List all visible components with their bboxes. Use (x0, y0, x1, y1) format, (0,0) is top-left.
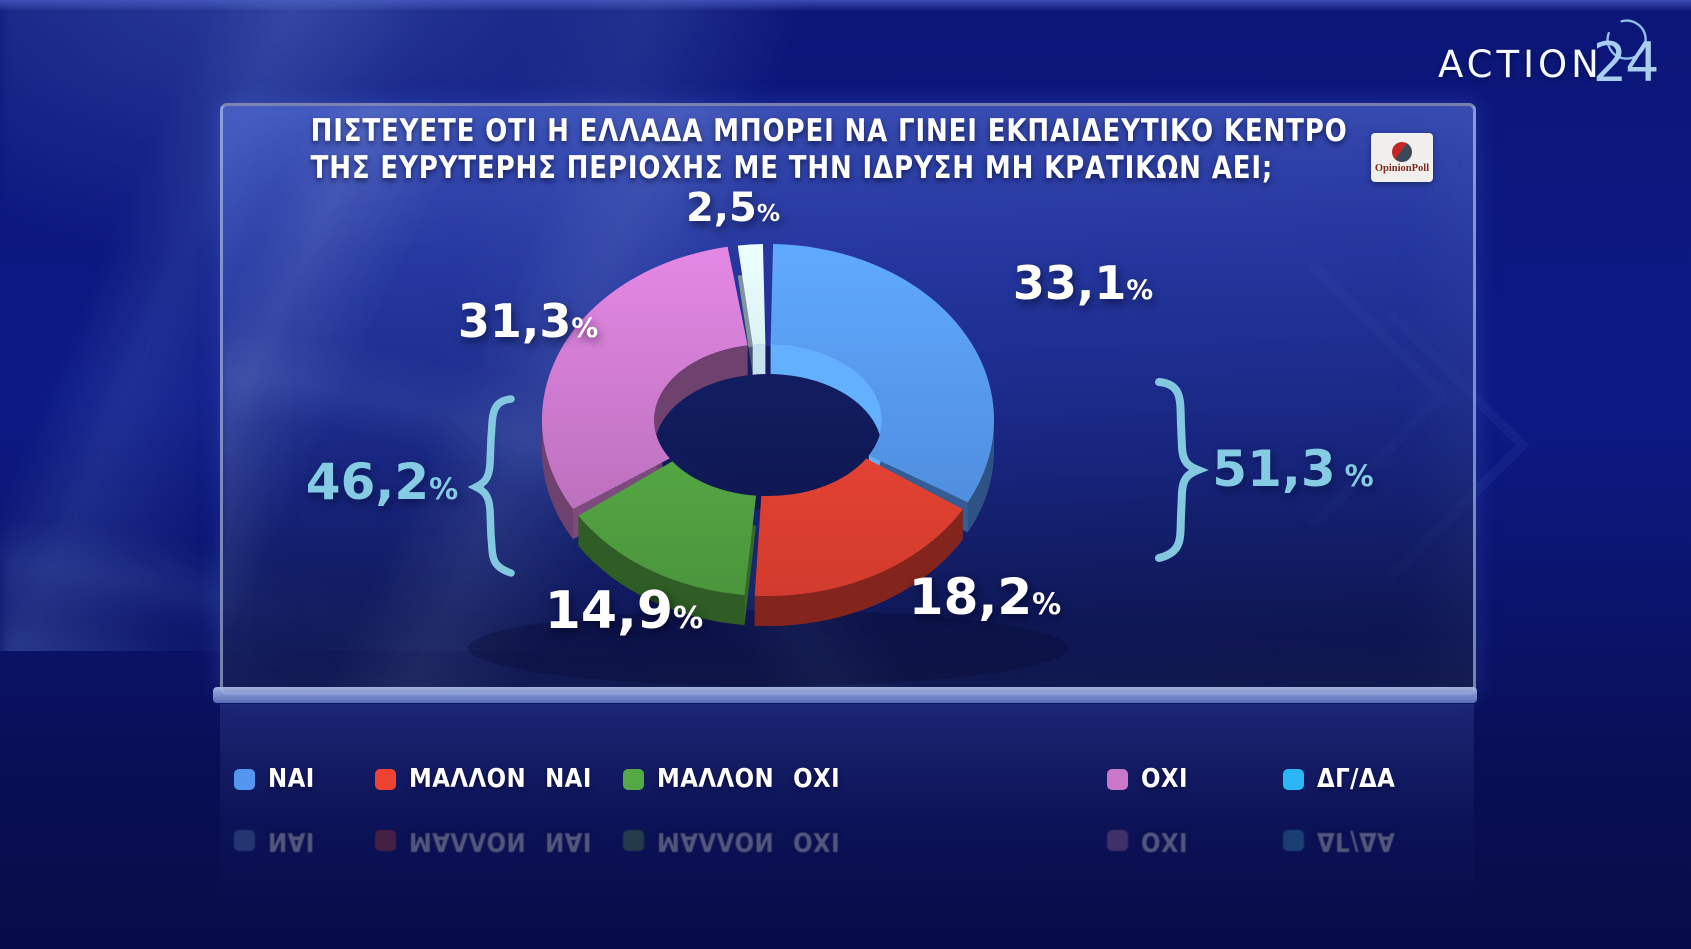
legend-reflection: ΝΑΙ ΜΑΛΛΟΝ ΝΑΙ ΜΑΛΛΟΝ ΟΧΙ ΟΧΙ ΔΓ/ΔΑ (0, 824, 1691, 856)
top-strip-decor (0, 0, 1691, 10)
logo-circle-icon (1606, 19, 1647, 60)
legend-item-dgda: ΔΓ/ΔΑ (1283, 826, 1406, 856)
legend-item-nai: ΝΑΙ (234, 764, 321, 794)
slice-value-oxi: 31,3% (457, 294, 599, 348)
legend-item-mallon-oxi: ΜΑΛΛΟΝ ΟΧΙ (623, 764, 865, 794)
opinionpoll-circle-icon (1392, 141, 1412, 162)
legend-swatch-oxi (1107, 830, 1128, 852)
glass-panel (220, 103, 1476, 695)
legend-swatch-mallon-oxi (623, 768, 644, 790)
action24-logo: ACTION 24 (1438, 18, 1659, 110)
group-value-right: 51,3% (1212, 440, 1374, 498)
legend-item-mallon-nai: ΜΑΛΛΟΝ ΝΑΙ (375, 826, 617, 856)
slice-value-mallon-oxi: 14,9% (544, 581, 704, 641)
legend: ΝΑΙ ΜΑΛΛΟΝ ΝΑΙ ΜΑΛΛΟΝ ΟΧΙ ΟΧΙ ΔΓ/ΔΑ (0, 764, 1691, 796)
legend-swatch-oxi (1107, 768, 1128, 790)
legend-item-oxi: ΟΧΙ (1107, 826, 1194, 856)
legend-swatch-dgda (1283, 830, 1304, 852)
legend-item-mallon-oxi: ΜΑΛΛΟΝ ΟΧΙ (623, 826, 865, 856)
slice-value-mallon-nai: 18,2% (908, 568, 1062, 626)
poll-question: ΠΙΣΤΕΥΕΤΕ ΟΤΙ Η ΕΛΛΑΔΑ ΜΠΟΡΕΙ ΝΑ ΓΙΝΕΙ Ε… (222, 113, 1348, 187)
legend-swatch-mallon-oxi (623, 830, 644, 852)
legend-swatch-dgda (1283, 768, 1304, 790)
action24-number: 24 (1592, 31, 1660, 95)
legend-swatch-nai (234, 768, 255, 790)
legend-item-nai: ΝΑΙ (234, 826, 321, 856)
glass-panel-base (213, 687, 1477, 703)
legend-item-oxi: ΟΧΙ (1107, 764, 1194, 794)
slice-value-nai: 33,1% (1012, 256, 1154, 310)
poll-question-line1: ΠΙΣΤΕΥΕΤΕ ΟΤΙ Η ΕΛΛΑΔΑ ΜΠΟΡΕΙ ΝΑ ΓΙΝΕΙ Ε… (310, 113, 1348, 149)
group-value-left: 46,2% (305, 453, 459, 511)
opinionpoll-name: OpinionPoll (1374, 162, 1430, 174)
legend-item-dgda: ΔΓ/ΔΑ (1283, 764, 1406, 794)
legend-item-mallon-nai: ΜΑΛΛΟΝ ΝΑΙ (375, 764, 617, 794)
legend-swatch-mallon-nai (375, 768, 396, 790)
legend-swatch-mallon-nai (375, 830, 396, 852)
legend-swatch-nai (234, 830, 255, 852)
slice-value-dgda: 2,5% (685, 185, 781, 231)
action24-circle: 24 (1593, 18, 1659, 110)
poll-question-line2: ΤΗΣ ΕΥΡΥΤΕΡΗΣ ΠΕΡΙΟΧΗΣ ΜΕ ΤΗΝ ΙΔΡΥΣΗ ΜΗ … (310, 150, 1274, 186)
panel-reflection (220, 704, 1474, 914)
action24-wordmark: ACTION (1438, 42, 1603, 86)
opinionpoll-logo: OpinionPoll (1371, 133, 1433, 182)
